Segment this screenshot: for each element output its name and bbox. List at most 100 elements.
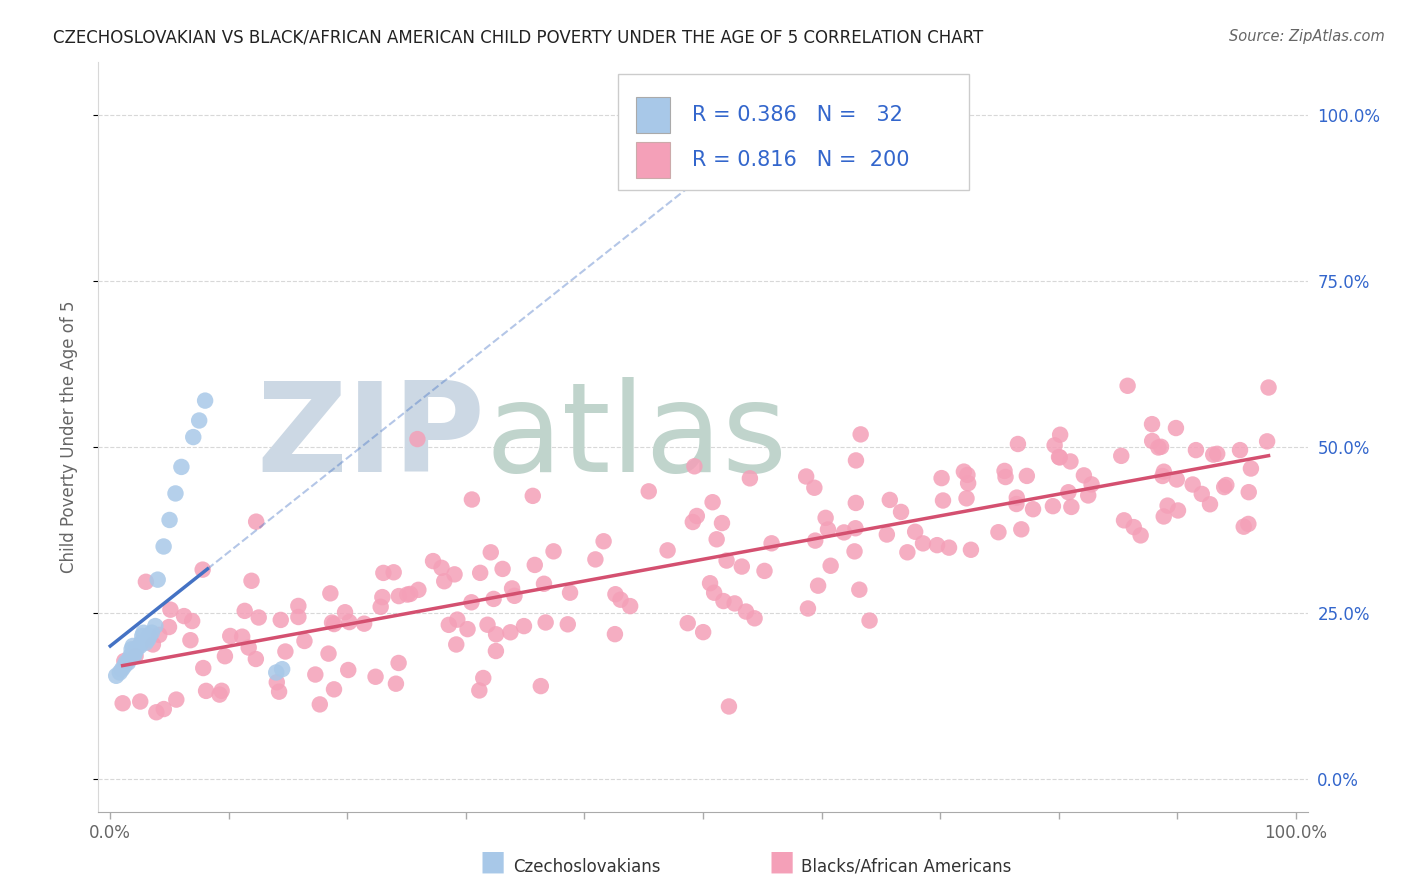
Point: [122, 648, 145, 663]
Point: [181, 614, 204, 628]
Point: [706, 533, 728, 547]
Point: [513, 619, 536, 633]
Point: [446, 613, 468, 627]
Point: [485, 627, 508, 641]
Point: [138, 629, 160, 643]
Point: [124, 646, 146, 660]
Point: [925, 538, 948, 552]
Text: R = 0.386   N =   32: R = 0.386 N = 32: [692, 105, 903, 125]
Point: [482, 591, 505, 606]
Point: [142, 638, 165, 652]
Point: [890, 505, 912, 519]
Point: [1202, 448, 1225, 462]
Point: [422, 554, 444, 568]
Point: [637, 484, 659, 499]
Point: [266, 675, 288, 690]
Point: [1109, 449, 1132, 463]
Point: [1150, 440, 1173, 454]
Point: [1153, 465, 1175, 479]
Point: [1042, 499, 1064, 513]
Point: [501, 582, 523, 596]
Point: [193, 661, 215, 675]
Point: [477, 617, 499, 632]
Point: [1080, 477, 1102, 491]
Point: [1140, 417, 1163, 431]
Point: [294, 634, 316, 648]
Point: [1153, 509, 1175, 524]
Point: [304, 667, 326, 681]
Point: [987, 525, 1010, 540]
Point: [240, 574, 263, 588]
Text: Czechoslovakians: Czechoslovakians: [513, 858, 661, 876]
Point: [713, 594, 735, 608]
Point: [911, 536, 934, 550]
Point: [1156, 499, 1178, 513]
Point: [131, 629, 153, 643]
Point: [1166, 473, 1188, 487]
Point: [609, 592, 631, 607]
Point: [817, 523, 839, 537]
Text: CZECHOSLOVAKIAN VS BLACK/AFRICAN AMERICAN CHILD POVERTY UNDER THE AGE OF 5 CORRE: CZECHOSLOVAKIAN VS BLACK/AFRICAN AMERICA…: [53, 29, 984, 46]
Point: [485, 644, 508, 658]
Point: [129, 635, 152, 649]
Point: [159, 513, 181, 527]
Point: [896, 545, 918, 559]
Point: [136, 632, 159, 647]
Point: [382, 566, 405, 580]
Point: [844, 544, 866, 558]
Point: [129, 694, 152, 708]
Point: [1057, 485, 1080, 500]
Point: [1077, 488, 1099, 502]
Point: [1181, 477, 1204, 491]
Point: [270, 613, 292, 627]
Text: Blacks/African Americans: Blacks/African Americans: [801, 858, 1012, 876]
Point: [170, 459, 193, 474]
Point: [557, 617, 579, 632]
Point: [287, 610, 309, 624]
Point: [135, 635, 157, 649]
Point: [145, 705, 167, 719]
Point: [141, 625, 163, 640]
Point: [619, 599, 641, 613]
Point: [153, 702, 176, 716]
Point: [1164, 421, 1187, 435]
Point: [592, 534, 614, 549]
Point: [803, 481, 825, 495]
Point: [370, 599, 392, 614]
Point: [1215, 478, 1237, 492]
Point: [208, 688, 231, 702]
Point: [399, 587, 422, 601]
Point: [1140, 434, 1163, 448]
Point: [135, 574, 157, 589]
Point: [1199, 497, 1222, 511]
Point: [1185, 443, 1208, 458]
Point: [308, 698, 330, 712]
Point: [543, 544, 565, 558]
Point: [699, 576, 721, 591]
Point: [1022, 502, 1045, 516]
Point: [1049, 427, 1071, 442]
Point: [1049, 450, 1071, 465]
Point: [191, 563, 214, 577]
Point: [657, 543, 679, 558]
Point: [323, 682, 346, 697]
Point: [716, 553, 738, 567]
Point: [993, 464, 1015, 478]
Point: [245, 652, 267, 666]
Point: [323, 617, 346, 632]
Point: [1167, 503, 1189, 517]
Point: [994, 470, 1017, 484]
Point: [1257, 380, 1279, 394]
Point: [125, 642, 148, 657]
FancyBboxPatch shape: [619, 74, 969, 190]
Point: [111, 662, 134, 676]
Point: [1240, 461, 1263, 475]
Point: [1015, 469, 1038, 483]
Point: [173, 609, 195, 624]
Point: [364, 670, 387, 684]
Point: [118, 652, 141, 666]
Point: [491, 562, 513, 576]
Point: [804, 533, 827, 548]
Point: [120, 648, 142, 663]
Point: [858, 614, 880, 628]
